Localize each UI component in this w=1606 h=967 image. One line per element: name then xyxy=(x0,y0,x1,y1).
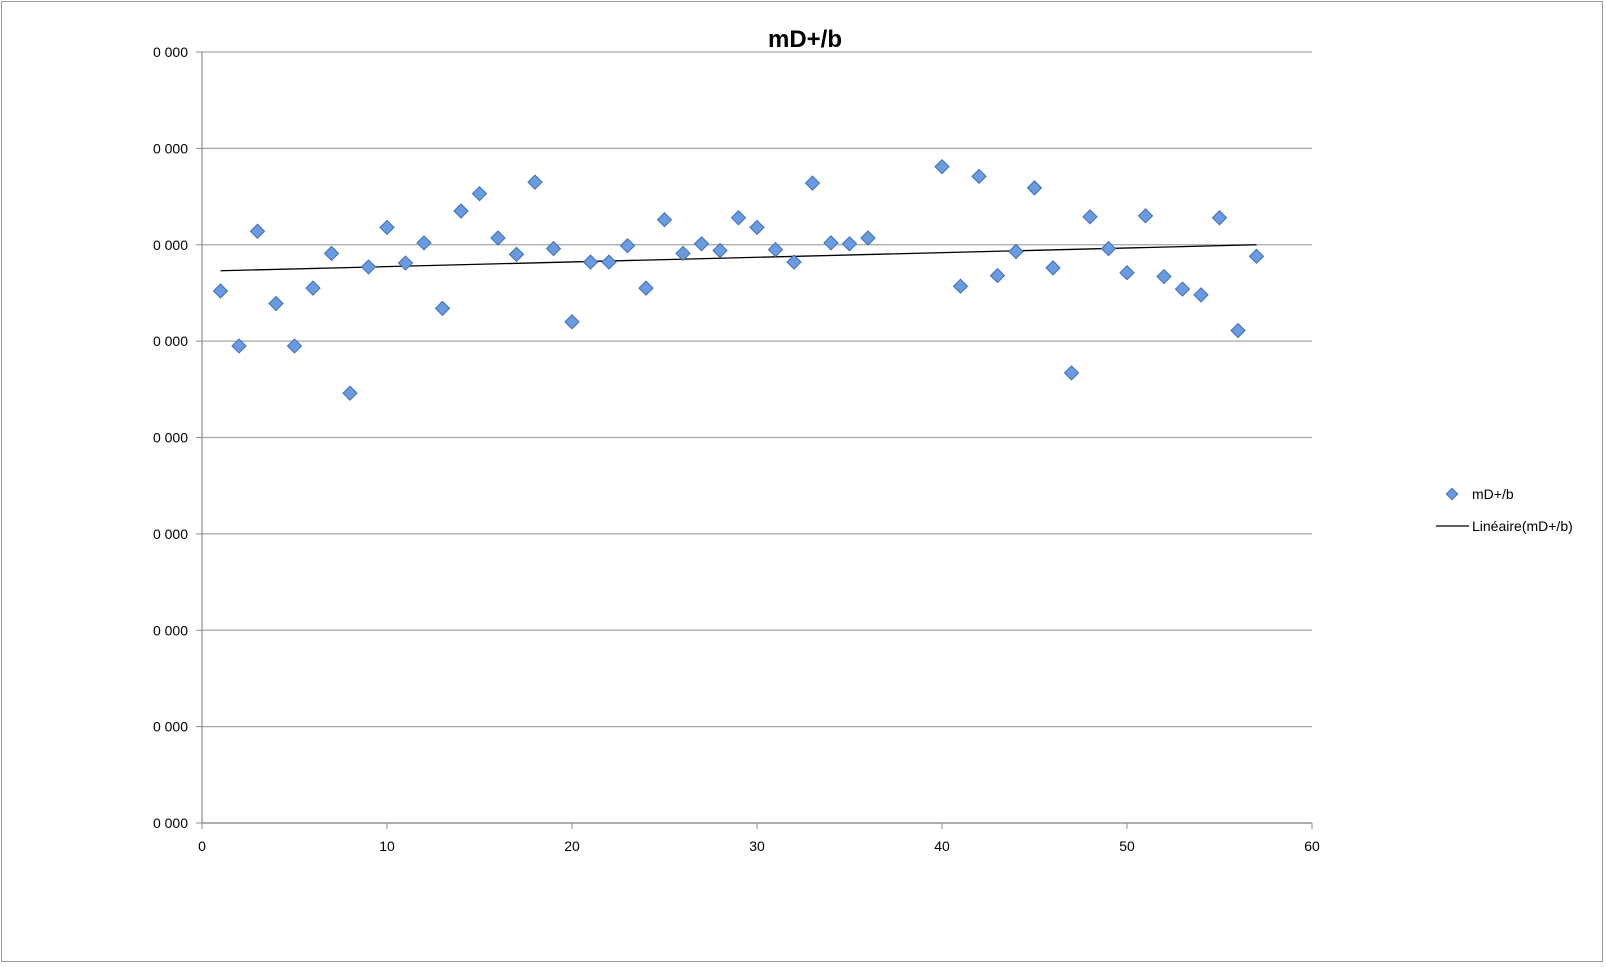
chart-title: mD+/b xyxy=(768,26,842,53)
data-point xyxy=(582,254,599,270)
data-point xyxy=(342,385,358,401)
legend-label-series: mD+/b xyxy=(1472,486,1514,502)
data-point xyxy=(860,230,876,246)
data-point xyxy=(1008,243,1024,260)
y-tick-label: 0 000 xyxy=(153,140,188,156)
data-point xyxy=(397,255,414,271)
data-point xyxy=(416,235,432,251)
trend-line xyxy=(220,244,1257,272)
data-point xyxy=(508,246,525,263)
data-point xyxy=(1193,287,1209,303)
y-tick-label: 0 000 xyxy=(153,333,188,349)
data-point xyxy=(934,158,950,175)
data-point xyxy=(601,254,617,270)
x-tick-label: 60 xyxy=(1304,838,1320,854)
data-point xyxy=(1045,260,1061,276)
y-tick-label: 0 000 xyxy=(153,44,188,60)
data-point xyxy=(841,236,858,252)
data-point xyxy=(564,314,580,330)
y-tick-label: 0 000 xyxy=(153,815,188,831)
data-point xyxy=(749,219,765,236)
data-point xyxy=(1174,281,1191,297)
data-point xyxy=(675,245,691,262)
data-points xyxy=(212,158,1265,401)
data-point xyxy=(527,174,543,190)
x-tick-label: 40 xyxy=(934,838,950,854)
axes: 0 000 0 000 0 000 0 000 0 000 0 000 0 000 0 000… xyxy=(153,44,1320,854)
legend: mD+/b Linéaire(mD+/b) xyxy=(1436,486,1573,534)
data-point xyxy=(286,338,303,354)
x-tick-label: 50 xyxy=(1119,838,1135,854)
trend-line-group xyxy=(220,244,1257,272)
data-point xyxy=(1137,208,1154,224)
data-point xyxy=(490,230,506,246)
data-point xyxy=(712,242,728,259)
data-point xyxy=(823,235,839,251)
data-point xyxy=(1156,268,1172,285)
data-point xyxy=(767,241,784,258)
data-point xyxy=(360,259,377,275)
data-point xyxy=(249,223,266,239)
data-point xyxy=(545,240,562,257)
legend-marker-diamond xyxy=(1445,487,1459,501)
y-tick-label: 0 000 xyxy=(153,237,188,253)
data-point xyxy=(730,210,747,226)
x-tick-label: 30 xyxy=(749,838,765,854)
data-point xyxy=(1248,248,1265,265)
data-point xyxy=(786,254,802,270)
y-tick-label: 0 000 xyxy=(153,622,188,638)
data-point xyxy=(693,236,710,252)
data-point xyxy=(1230,322,1246,339)
data-point xyxy=(619,238,636,254)
data-point xyxy=(1119,264,1135,281)
legend-label-trend: Linéaire(mD+/b) xyxy=(1472,518,1573,534)
data-point xyxy=(1211,210,1228,226)
data-point xyxy=(1026,180,1043,196)
data-point xyxy=(1100,240,1117,257)
data-point xyxy=(952,278,969,294)
data-point xyxy=(231,338,247,354)
x-tick-label: 0 xyxy=(198,838,206,854)
data-point xyxy=(989,267,1006,284)
data-point xyxy=(1063,365,1080,381)
x-tick-label: 20 xyxy=(564,838,580,854)
y-tick-label: 0 000 xyxy=(153,430,188,446)
x-tick-label: 10 xyxy=(379,838,395,854)
y-tick-label: 0 000 xyxy=(153,526,188,542)
data-point xyxy=(1082,209,1098,225)
y-tick-label: 0 000 xyxy=(153,719,188,735)
data-point xyxy=(804,175,821,191)
grid-lines xyxy=(202,51,1312,824)
data-point xyxy=(656,211,673,228)
data-point xyxy=(971,168,987,185)
data-point xyxy=(453,203,469,219)
data-point xyxy=(212,283,229,299)
data-point xyxy=(268,295,284,312)
data-point xyxy=(638,280,654,296)
data-point xyxy=(471,185,488,202)
data-point xyxy=(323,245,340,262)
data-point xyxy=(434,300,451,317)
data-point xyxy=(305,280,321,296)
data-point xyxy=(379,219,395,236)
